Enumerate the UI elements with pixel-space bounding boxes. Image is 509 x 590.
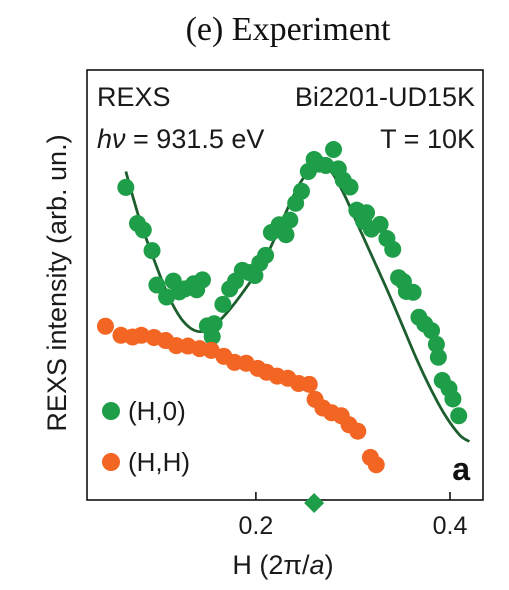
data-point-hh (132, 326, 150, 344)
x-axis-label-italic: a (310, 550, 325, 580)
label-temperature: T = 10K (380, 124, 475, 154)
data-point-h0 (293, 182, 310, 200)
label-technique: REXS (97, 82, 171, 112)
data-points-layer (96, 141, 468, 474)
data-point-h0 (450, 407, 468, 425)
peak-marker-diamond (304, 493, 325, 513)
data-point-h0 (423, 322, 441, 340)
legend-label-hh: (H,H) (128, 447, 190, 477)
data-point-h0 (203, 328, 221, 346)
legend-marker-h0 (102, 402, 120, 420)
peak-marker-layer (304, 493, 325, 513)
data-point-hh (300, 375, 318, 393)
data-point-h0 (214, 295, 232, 313)
legend-label-h0: (H,0) (128, 396, 186, 426)
data-point-h0 (148, 276, 166, 294)
data-point-h0 (194, 271, 211, 289)
data-point-hh (96, 317, 114, 335)
y-axis-label: REXS intensity (arb. un.) (42, 134, 72, 431)
data-point-h0 (281, 211, 299, 229)
x-axis-label: H (2π/a) (232, 550, 333, 580)
data-point-h0 (404, 283, 422, 301)
data-point-h0 (117, 178, 135, 196)
plot-frame (86, 69, 484, 501)
x-axis-ticks: 0.2 0.4 (238, 492, 467, 540)
data-point-h0 (384, 240, 402, 258)
label-photon-energy: hν = 931.5 eV (97, 124, 264, 154)
data-point-hh (202, 341, 220, 359)
photon-energy-symbol: hν (97, 124, 126, 154)
chart-title: (e) Experiment (186, 11, 391, 48)
data-point-h0 (325, 141, 343, 159)
data-point-h0 (134, 221, 152, 239)
data-point-h0 (444, 390, 462, 408)
x-tick-label: 0.4 (433, 512, 468, 540)
data-point-h0 (277, 226, 295, 244)
data-point-h0 (341, 178, 359, 196)
x-axis-label-prefix: H (2π/ (232, 550, 310, 580)
photon-energy-value: = 931.5 eV (126, 124, 265, 154)
legend-marker-hh (102, 453, 120, 471)
data-point-h0 (143, 242, 161, 260)
panel-letter: a (452, 451, 470, 487)
data-point-hh (367, 456, 385, 474)
data-point-hh (349, 422, 367, 440)
data-point-h0 (429, 348, 447, 366)
legend: (H,0) (H,H) (102, 396, 190, 477)
data-point-h0 (358, 204, 376, 222)
data-point-h0 (427, 335, 445, 353)
data-point-h0 (205, 315, 223, 333)
data-point-h0 (257, 246, 275, 264)
label-sample: Bi2201-UD15K (295, 82, 475, 112)
data-point-h0 (371, 215, 389, 233)
x-tick-label: 0.2 (238, 512, 273, 540)
x-axis-label-suffix: ) (325, 550, 334, 580)
